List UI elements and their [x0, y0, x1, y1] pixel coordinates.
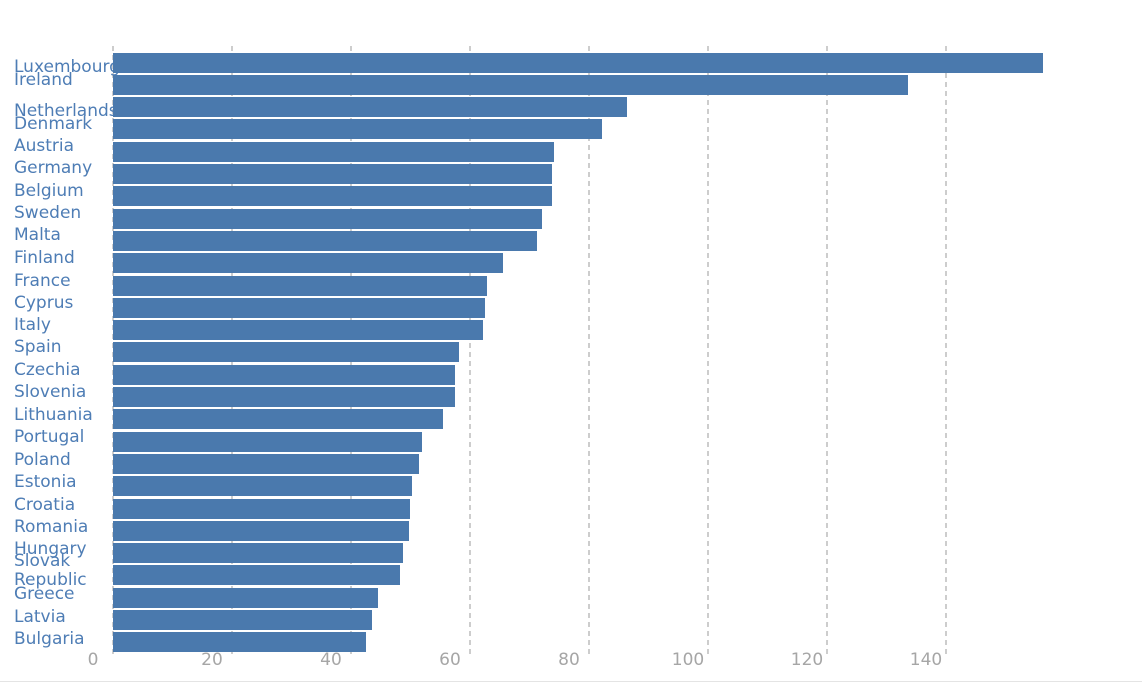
country-label-croatia: Croatia [14, 494, 76, 515]
x-tick-label-140: 140 [909, 650, 943, 670]
country-label-hungary: Hungary [14, 538, 87, 559]
x-tick-label-0: 0 [87, 650, 99, 670]
bar-ireland[interactable] [113, 74, 908, 95]
bar-czechia[interactable] [113, 364, 456, 385]
bar-cyprus[interactable] [113, 297, 485, 318]
bar-netherlands[interactable] [113, 97, 628, 118]
bar-finland[interactable] [113, 253, 503, 274]
gridline-80 [588, 46, 590, 658]
bar-austria[interactable] [113, 141, 554, 162]
bar-denmark[interactable] [113, 119, 603, 140]
gridline-100 [707, 46, 709, 658]
country-label-france: France [14, 270, 71, 291]
country-label-finland: Finland [14, 247, 75, 268]
country-label-greece: Greece [14, 583, 75, 604]
x-tick-label-120: 120 [790, 650, 824, 670]
bar-malta[interactable] [113, 230, 538, 251]
bar-greece[interactable] [113, 587, 378, 608]
country-label-romania: Romania [14, 516, 89, 537]
country-label-belgium: Belgium [14, 180, 84, 201]
bar-spain[interactable] [113, 342, 460, 363]
bar-slovenia[interactable] [113, 387, 455, 407]
country-label-slovak-republic: Slovak Republic [14, 551, 87, 590]
bar-romania[interactable] [113, 520, 409, 541]
country-label-spain: Spain [14, 336, 62, 357]
bar-luxembourg[interactable] [113, 52, 1043, 73]
bar-portugal[interactable] [113, 431, 422, 452]
country-label-austria: Austria [14, 135, 75, 156]
country-label-malta: Malta [14, 224, 61, 245]
country-label-netherlands: Netherlands [14, 100, 118, 121]
country-label-latvia: Latvia [14, 606, 66, 627]
bar-slovak-republic[interactable] [113, 565, 400, 586]
bar-latvia[interactable] [113, 610, 372, 630]
x-tick-label-40: 40 [320, 650, 342, 670]
x-tick-label-100: 100 [671, 650, 705, 670]
country-label-cyprus: Cyprus [14, 292, 74, 313]
gridline-60 [469, 46, 471, 658]
country-label-sweden: Sweden [14, 202, 82, 223]
bar-belgium[interactable] [113, 186, 552, 207]
bar-lithuania[interactable] [113, 409, 444, 430]
country-label-germany: Germany [14, 157, 93, 178]
bar-italy[interactable] [113, 320, 484, 341]
gridline-140 [945, 46, 947, 658]
country-label-bulgaria: Bulgaria [14, 628, 85, 649]
bar-hungary[interactable] [113, 543, 403, 564]
country-label-lithuania: Lithuania [14, 404, 93, 425]
bar-bulgaria[interactable] [113, 632, 366, 653]
bar-sweden[interactable] [113, 208, 542, 229]
x-tick-label-80: 80 [558, 650, 580, 670]
country-label-portugal: Portugal [14, 426, 85, 447]
x-tick-label-20: 20 [201, 650, 223, 670]
bar-croatia[interactable] [113, 498, 410, 519]
bar-poland[interactable] [113, 453, 419, 474]
gridline-120 [826, 46, 828, 658]
country-label-luxembourg: Luxembourg [14, 56, 120, 77]
country-label-estonia: Estonia [14, 471, 77, 492]
country-label-denmark: Denmark [14, 113, 93, 134]
country-label-poland: Poland [14, 449, 71, 470]
bar-estonia[interactable] [113, 476, 413, 497]
country-label-slovenia: Slovenia [14, 381, 87, 402]
x-tick-label-60: 60 [439, 650, 461, 670]
bar-france[interactable] [113, 275, 488, 296]
country-label-italy: Italy [14, 314, 51, 335]
bottom-divider-line [0, 681, 1142, 682]
country-label-ireland: Ireland [14, 69, 73, 90]
bar-germany[interactable] [113, 164, 553, 184]
country-label-czechia: Czechia [14, 359, 81, 380]
